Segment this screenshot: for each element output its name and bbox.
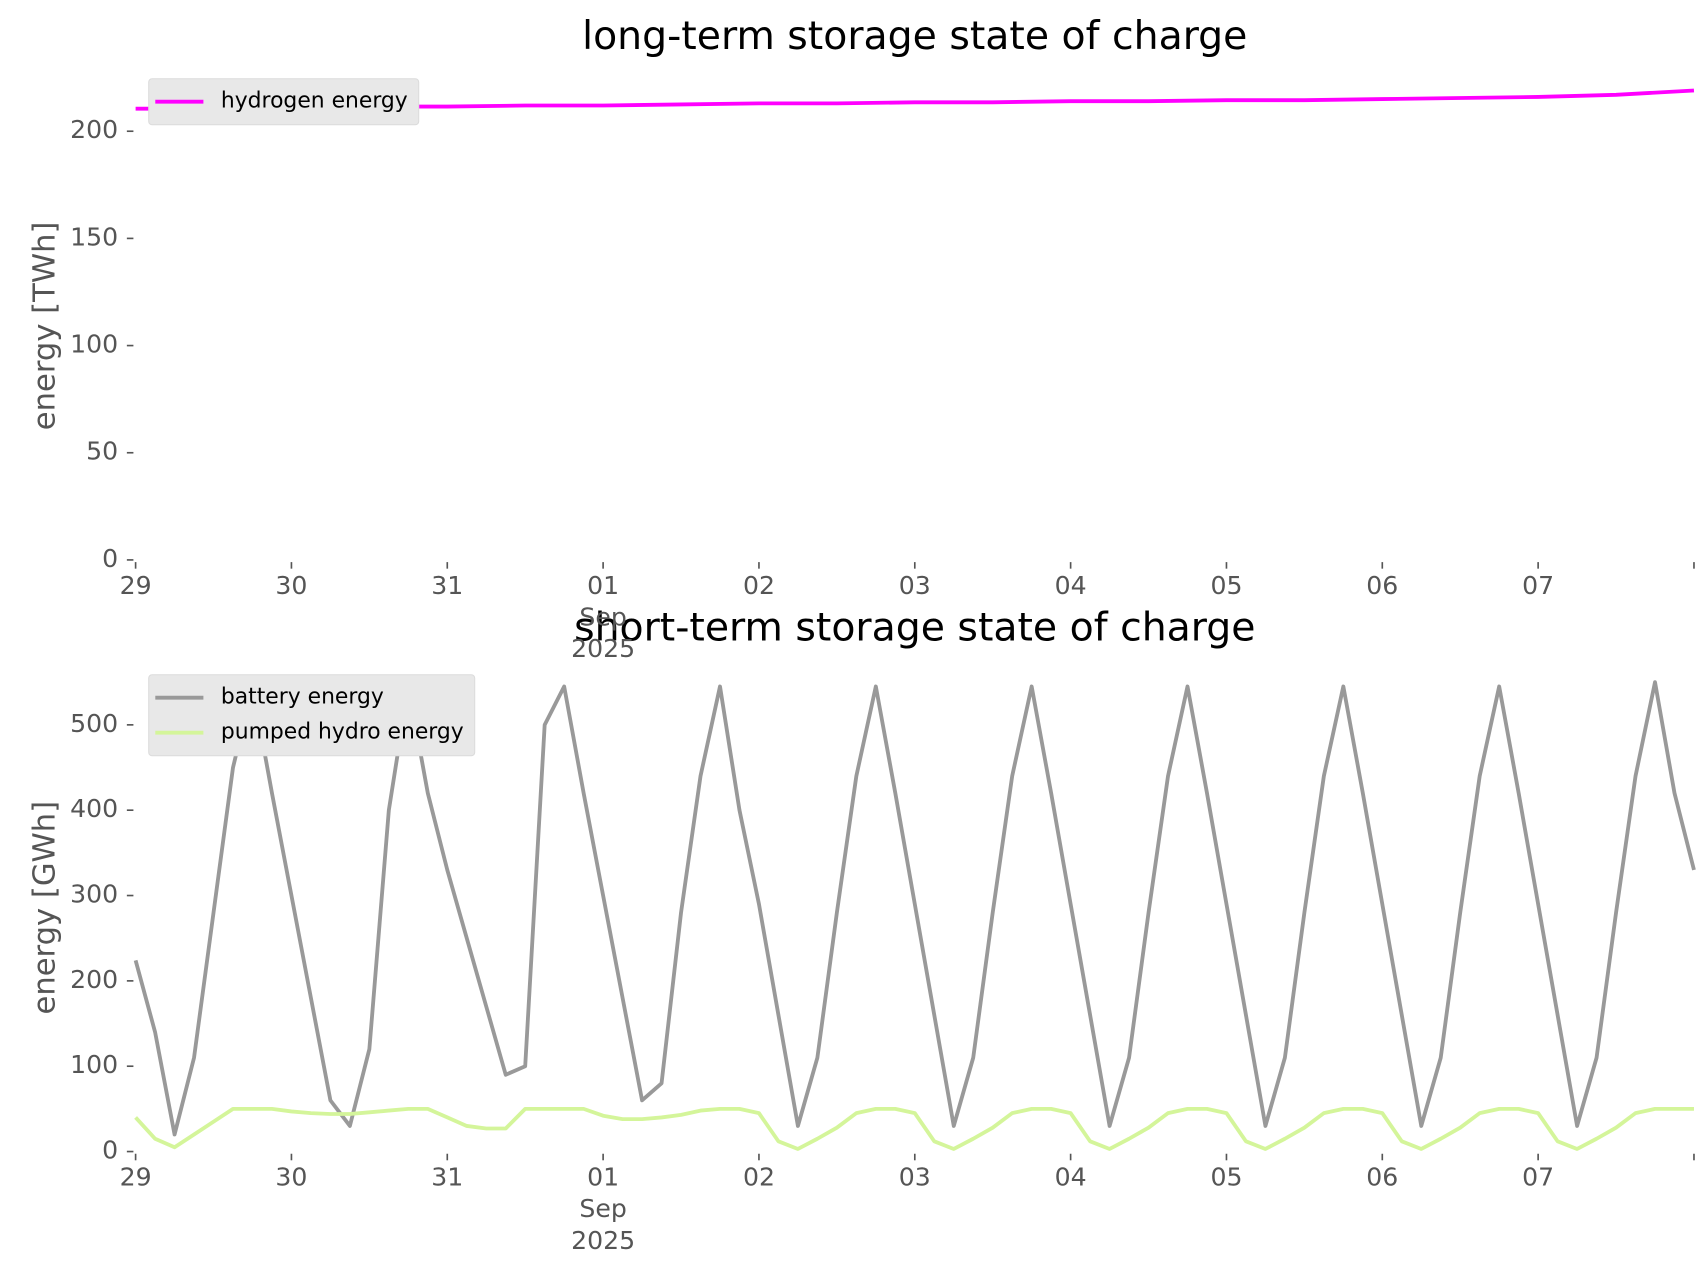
chart-title: short-term storage state of charge bbox=[574, 604, 1255, 650]
x-tick-label: 05 bbox=[1210, 571, 1243, 601]
x-tick-label: 31 bbox=[431, 1163, 464, 1193]
x-tick-label: 02 bbox=[742, 571, 775, 601]
x-tick-label: 30 bbox=[275, 1163, 308, 1193]
x-tick-label: 31 bbox=[431, 571, 464, 601]
series-line bbox=[134, 1106, 1694, 1151]
y-tick-label: 0 bbox=[102, 544, 118, 573]
x-tick-label: 29 bbox=[119, 1163, 152, 1193]
y-tick-label: 0 bbox=[102, 1136, 118, 1165]
x-tick-label: 06 bbox=[1366, 1163, 1399, 1193]
x-tick-label: 03 bbox=[898, 571, 931, 601]
x-tick-label: 03 bbox=[898, 1163, 931, 1193]
legend-box bbox=[148, 78, 420, 126]
x-tick-label: 04 bbox=[1054, 1163, 1087, 1193]
y-axis-label: energy [GWh] bbox=[27, 801, 62, 1015]
x-tick-label: 07 bbox=[1522, 571, 1555, 601]
x-tick-label: 07 bbox=[1522, 1163, 1555, 1193]
series-line bbox=[133, 680, 1696, 1137]
y-tick-label: 150 bbox=[70, 222, 118, 251]
y-tick-label: 400 bbox=[70, 794, 118, 823]
x-tick-label: 01 Sep 2025 bbox=[571, 1163, 636, 1256]
x-tick-label: 05 bbox=[1210, 1163, 1243, 1193]
x-tick-label: 01 Sep 2025 bbox=[571, 571, 636, 664]
y-tick-label: 300 bbox=[70, 880, 118, 909]
legend-label: hydrogen energy bbox=[221, 89, 408, 114]
legend-label: battery energy bbox=[221, 685, 384, 710]
x-tick-label: 30 bbox=[275, 571, 308, 601]
x-tick-label: 29 bbox=[119, 571, 152, 601]
chart-title: long-term storage state of charge bbox=[582, 13, 1247, 59]
x-tick-label: 04 bbox=[1054, 571, 1087, 601]
x-tick-label: 06 bbox=[1366, 571, 1399, 601]
y-tick-label: 100 bbox=[70, 330, 118, 359]
y-tick-label: 100 bbox=[70, 1050, 118, 1079]
legend-box bbox=[148, 674, 476, 757]
y-tick-label: 500 bbox=[70, 709, 118, 738]
y-tick-label: 200 bbox=[70, 115, 118, 144]
x-tick-label: 02 bbox=[742, 1163, 775, 1193]
legend-label: pumped hydro energy bbox=[221, 720, 464, 745]
y-axis-label: energy [TWh] bbox=[27, 222, 62, 431]
y-tick-label: 200 bbox=[70, 965, 118, 994]
y-tick-label: 50 bbox=[86, 437, 118, 466]
